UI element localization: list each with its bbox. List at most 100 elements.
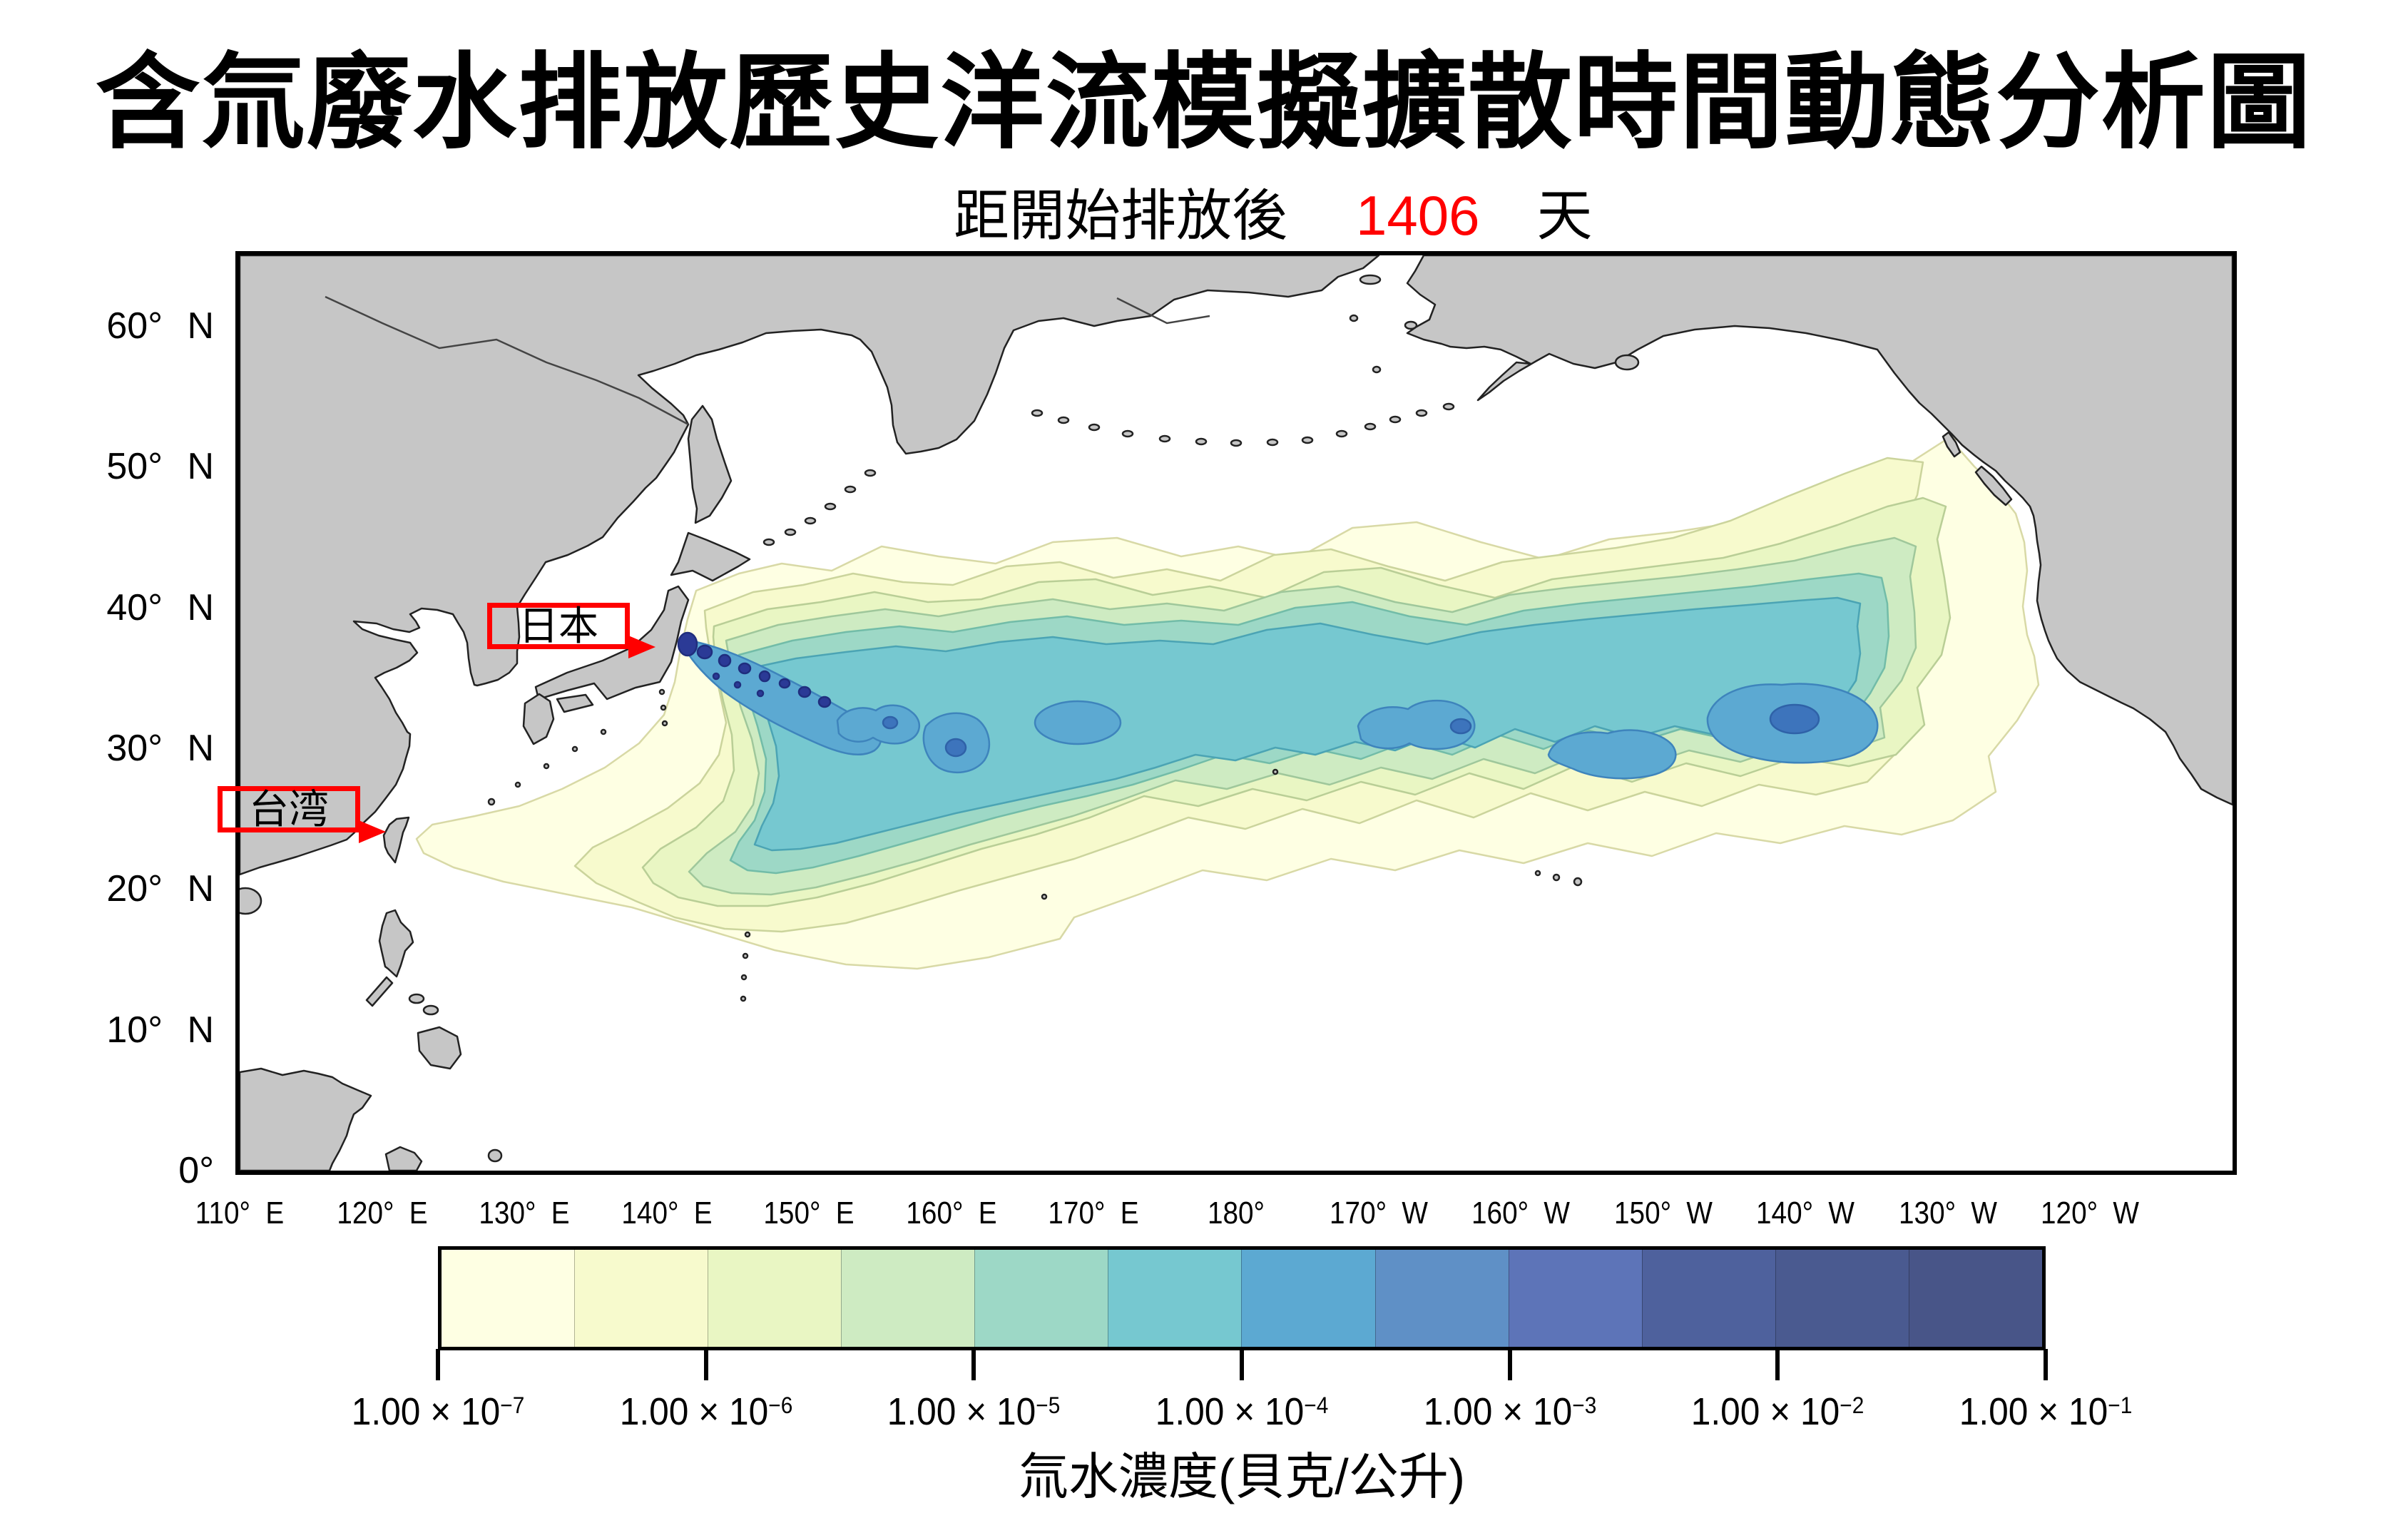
japan-label: 日本: [519, 603, 598, 648]
land-vancouver-island: [1974, 465, 2013, 506]
land-palawan: [365, 976, 394, 1007]
navy-blob: [817, 696, 832, 708]
colorbar-segment-2: [574, 1250, 708, 1347]
plume-level-1e-3-cores: [882, 703, 1820, 758]
land-hainan: [240, 887, 262, 915]
colorbar: [438, 1246, 2046, 1350]
land-kodiak: [1614, 354, 1640, 371]
colorbar-tick-label-1e-2: 1.00 × 10−2: [1690, 1390, 1864, 1433]
japan-annotation-box: 日本: [487, 603, 630, 649]
lon-label-150e: 150° E: [763, 1196, 854, 1231]
navy-blob: [756, 689, 765, 698]
lon-label-160w: 160° W: [1471, 1196, 1570, 1231]
core-blob-2: [944, 738, 967, 758]
pacific-map: [235, 251, 2237, 1175]
lon-label-150w: 150° W: [1614, 1196, 1713, 1231]
colorbar-tick-label-1e-1: 1.00 × 10−1: [1959, 1390, 2133, 1433]
land-mindanao: [417, 1026, 462, 1070]
colorbar-segment-6: [1108, 1250, 1242, 1347]
taiwan-label: 台湾: [249, 786, 329, 832]
land-sakhalin: [687, 404, 733, 524]
kuril-islands: [762, 469, 877, 546]
ryukyu-islands: [487, 728, 607, 806]
colorbar-tick-label-1e-4: 1.00 × 10−4: [1155, 1390, 1329, 1433]
lon-label-180: 180°: [1207, 1196, 1265, 1231]
taiwan-annotation-box: 台湾: [218, 786, 360, 832]
plume-level-1e-4-patches: [684, 639, 1879, 780]
lat-label-0: 0°: [178, 1150, 214, 1191]
lon-label-110e: 110° E: [195, 1196, 285, 1231]
subtitle: 距開始排放後 1406 天: [954, 171, 1593, 251]
core-blob-1: [882, 715, 899, 730]
land-luzon: [378, 909, 414, 978]
colorbar-tick-label-1e-7: 1.00 × 10−7: [351, 1390, 525, 1433]
navy-blob: [718, 653, 732, 668]
small-pacific-islands: [658, 688, 1583, 1002]
core-blob-3: [1449, 718, 1472, 735]
lon-label-120e: 120° E: [337, 1196, 428, 1231]
amur-river: [325, 295, 689, 426]
landmasses: [240, 255, 2233, 1171]
subtitle-prefix: 距開始排放後: [954, 184, 1288, 247]
colorbar-tick-label-1e-5: 1.00 × 10−5: [887, 1390, 1061, 1433]
colorbar-segment-8: [1374, 1250, 1509, 1347]
land-siberia-asia: [240, 255, 1380, 876]
lat-label-50n: 50° N: [106, 446, 214, 487]
aleutian-islands: [1031, 402, 1455, 447]
navy-blob: [738, 662, 752, 675]
blue-patch-east-1: [1547, 729, 1677, 780]
colorbar-tick: [971, 1349, 976, 1380]
colorbar-segment-9: [1508, 1250, 1642, 1347]
colorbar-segment-12: [1908, 1250, 2042, 1347]
navy-blob: [778, 678, 791, 689]
core-blob-4: [1769, 703, 1820, 735]
land-haida-gwaii: [1942, 431, 1961, 458]
plume-fukushima-hotspot-chain: [677, 631, 832, 708]
land-borneo: [240, 1067, 372, 1171]
navy-blob: [733, 681, 742, 689]
japan-arrow-icon: [628, 636, 655, 658]
colorbar-axis-label: 氚水濃度(貝克/公升): [1018, 1449, 1466, 1504]
land-halmahera: [487, 1148, 503, 1163]
colorbar-segment-10: [1641, 1250, 1775, 1347]
lon-label-130w: 130° W: [1899, 1196, 1997, 1231]
land-honshu: [534, 585, 690, 701]
navy-blob: [758, 670, 771, 683]
day-count: 1406: [1356, 184, 1480, 247]
rivers: [325, 295, 1210, 426]
lon-label-170e: 170° E: [1048, 1196, 1139, 1231]
blue-patch-coastal: [684, 639, 882, 755]
map-canvas: [240, 255, 2233, 1171]
colorbar-segment-11: [1775, 1250, 1909, 1347]
colorbar-segment-3: [708, 1250, 842, 1347]
land-visayas: [408, 993, 425, 1004]
land-north-america: [1406, 255, 2233, 806]
plume-contours: [415, 419, 2040, 970]
blue-patch-pair: [836, 704, 920, 745]
colorbar-segment-7: [1241, 1250, 1375, 1347]
colorbar-segment-1: [442, 1250, 575, 1347]
lon-label-170w: 170° W: [1330, 1196, 1428, 1231]
lat-label-30n: 30° N: [106, 728, 214, 769]
lat-label-40n: 40° N: [106, 587, 214, 628]
anadyr-river: [1116, 297, 1210, 325]
land-st-matthew: [1349, 314, 1359, 322]
land-sulawesi: [384, 1146, 423, 1171]
lon-label-130e: 130° E: [479, 1196, 570, 1231]
page-title: 含氚廢水排放歷史洋流模擬擴散時間動態分析圖: [96, 44, 2312, 161]
lat-label-10n: 10° N: [106, 1009, 214, 1051]
land-st-lawrence: [1359, 274, 1382, 285]
colorbar-tick: [1508, 1349, 1512, 1380]
plume-level-5e-5: [745, 596, 1862, 852]
colorbar-segment-5: [974, 1250, 1108, 1347]
colorbar-tick: [1775, 1349, 1780, 1380]
colorbar-tick: [436, 1349, 440, 1380]
subtitle-unit: 天: [1536, 184, 1593, 247]
colorbar-segment-4: [841, 1250, 975, 1347]
colorbar-tick-label-1e-3: 1.00 × 10−3: [1423, 1390, 1597, 1433]
land-kyushu: [522, 693, 555, 745]
navy-blob: [677, 631, 698, 657]
colorbar-tick: [704, 1349, 708, 1380]
navy-blob: [696, 644, 713, 660]
